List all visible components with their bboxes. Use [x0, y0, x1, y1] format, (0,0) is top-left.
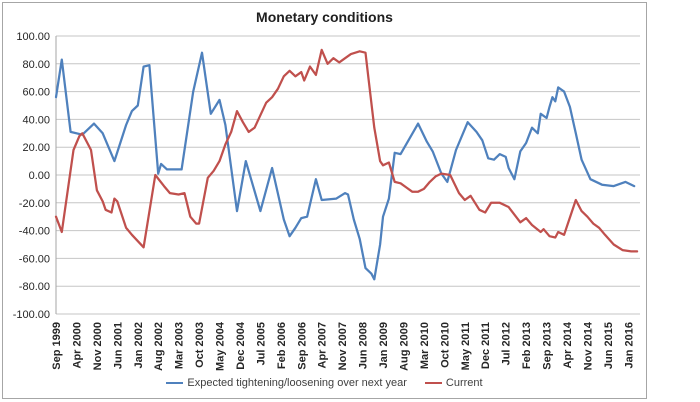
x-tick-label: Apr 2007 — [317, 322, 329, 368]
legend: Expected tightening/loosening over next … — [3, 377, 646, 389]
y-tick-label: -60.00 — [19, 253, 50, 265]
y-tick-label: -20.00 — [19, 198, 50, 210]
y-tick-label: -40.00 — [19, 226, 50, 238]
x-tick-label: Mar 2010 — [419, 322, 431, 369]
plot-area: 100.00 80.00 60.00 40.00 20.00 0.00 -20.00 -40.… — [13, 31, 640, 371]
x-tick-label: Aug 2002 — [153, 322, 165, 371]
x-tick-label: Nov 2000 — [92, 322, 104, 370]
expected-series-line-swatch — [166, 381, 184, 385]
x-tick-label: Jan 2002 — [133, 322, 145, 368]
x-tick-label: Oct 2010 — [439, 322, 451, 368]
y-tick-label: 40.00 — [22, 114, 50, 126]
x-tick-label: Dec 2004 — [235, 321, 247, 370]
x-tick-label: May 2004 — [215, 321, 227, 371]
y-tick-label: 100.00 — [16, 31, 50, 43]
y-tick-label: 60.00 — [22, 87, 50, 99]
chart-frame: Monetary conditions 100.00 80.00 60.00 40.0… — [2, 2, 647, 399]
x-tick-label: Jun 2001 — [112, 322, 124, 369]
x-tick-label: Nov 2007 — [337, 322, 349, 370]
y-tick-label: -80.00 — [19, 281, 50, 293]
x-tick-label: Jun 2015 — [603, 322, 615, 369]
x-tick-label: Dec 2011 — [480, 322, 492, 369]
x-tick-label: Feb 2006 — [276, 322, 288, 369]
x-tick-label: Jul 2012 — [501, 322, 513, 365]
x-tick-label: Feb 2013 — [521, 322, 533, 369]
legend-label-expected: Expected tightening/loosening over next … — [187, 377, 407, 389]
x-tick-label: Mar 2003 — [174, 322, 186, 369]
x-tick-label: Apr 2000 — [71, 322, 83, 368]
legend-item-current: Current — [424, 377, 483, 389]
x-tick-label: Jun 2008 — [358, 322, 370, 369]
x-tick-label: Sep 2006 — [296, 322, 308, 370]
current-series-line — [54, 48, 639, 253]
x-tick-label: May 2011 — [460, 322, 472, 370]
x-tick-label: Oct 2003 — [194, 322, 206, 368]
x-tick-label: Sep 2013 — [542, 322, 554, 370]
expected-series-line — [54, 51, 636, 281]
legend-item-expected: Expected tightening/loosening over next … — [166, 377, 407, 389]
y-tick-label: 80.00 — [22, 59, 50, 71]
x-tick-label: Jan 2016 — [623, 322, 635, 368]
y-tick-label: 0.00 — [29, 170, 50, 182]
x-tick-label: Jan 2009 — [378, 322, 390, 368]
x-tick-label: Jul 2005 — [255, 322, 267, 365]
x-tick-label: Nov 2014 — [582, 321, 594, 370]
y-tick-label: -100.00 — [13, 309, 50, 321]
x-tick-label: Apr 2014 — [562, 321, 574, 368]
current-series-line-swatch — [424, 381, 442, 385]
y-tick-label: 20.00 — [22, 142, 50, 154]
legend-label-current: Current — [445, 377, 483, 389]
x-tick-label: Sep 1999 — [51, 322, 63, 370]
x-tick-label: Aug 2009 — [398, 322, 410, 371]
chart-title: Monetary conditions — [256, 9, 393, 25]
